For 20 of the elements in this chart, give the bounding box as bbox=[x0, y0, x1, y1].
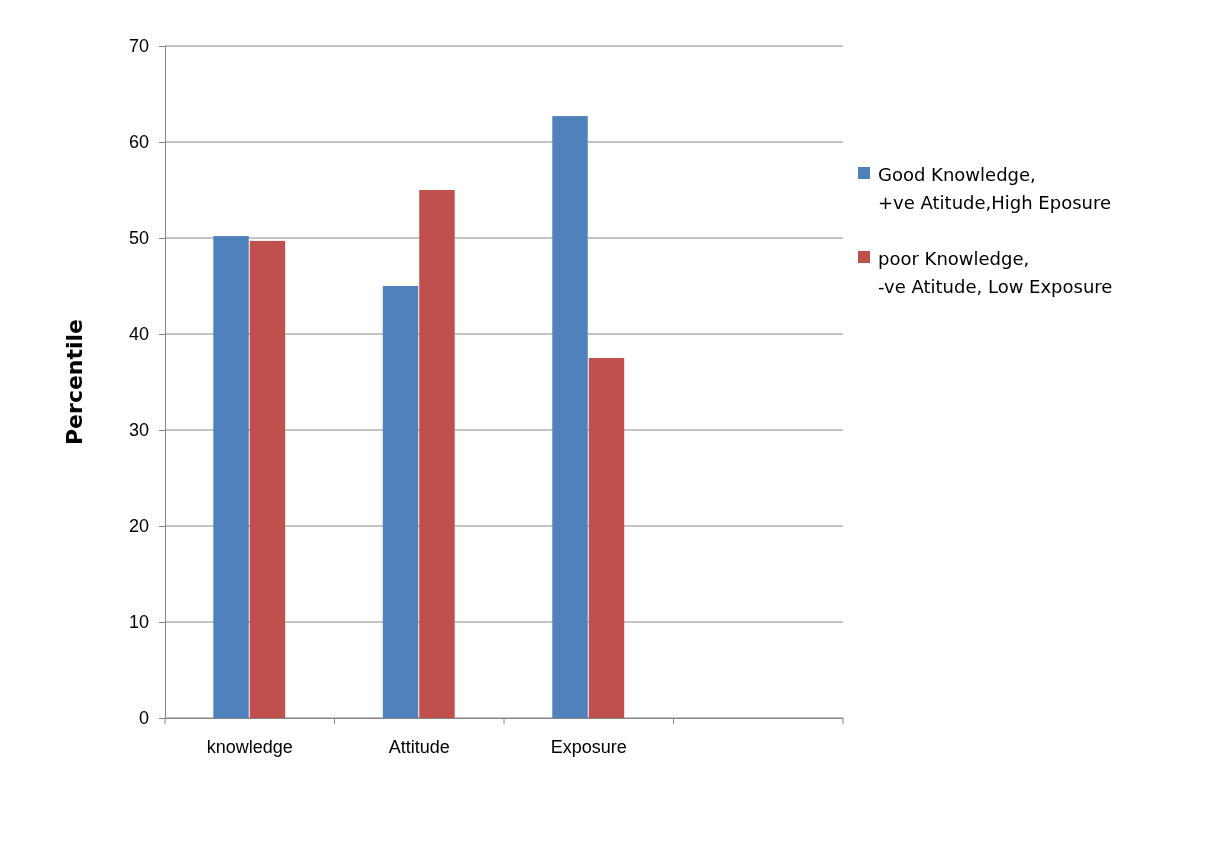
y-tick-label: 30 bbox=[128, 420, 149, 441]
y-tick-label: 40 bbox=[128, 324, 149, 345]
y-tick-label: 60 bbox=[128, 132, 149, 153]
bar bbox=[249, 240, 286, 718]
y-tick-label: 10 bbox=[128, 612, 149, 633]
y-tick-label: 0 bbox=[138, 708, 149, 729]
x-tick-label: Exposure bbox=[550, 736, 627, 757]
y-tick-label: 70 bbox=[128, 36, 149, 57]
bar bbox=[552, 116, 588, 718]
legend-label: poor Knowledge, -ve Atitude, Low Exposure bbox=[878, 248, 1113, 297]
bar bbox=[588, 358, 625, 718]
y-axis-title: Percentile bbox=[62, 318, 87, 446]
y-tick-label: 20 bbox=[128, 516, 149, 537]
bar bbox=[419, 190, 455, 718]
x-tick-label: knowledge bbox=[206, 736, 293, 757]
x-tick-label: Attitude bbox=[388, 736, 450, 757]
bar bbox=[382, 286, 419, 718]
y-tick-label: 50 bbox=[128, 228, 149, 249]
bar bbox=[213, 236, 249, 718]
legend-label: Good Knowledge,+ve Atitude,High Eposure bbox=[878, 164, 1112, 213]
